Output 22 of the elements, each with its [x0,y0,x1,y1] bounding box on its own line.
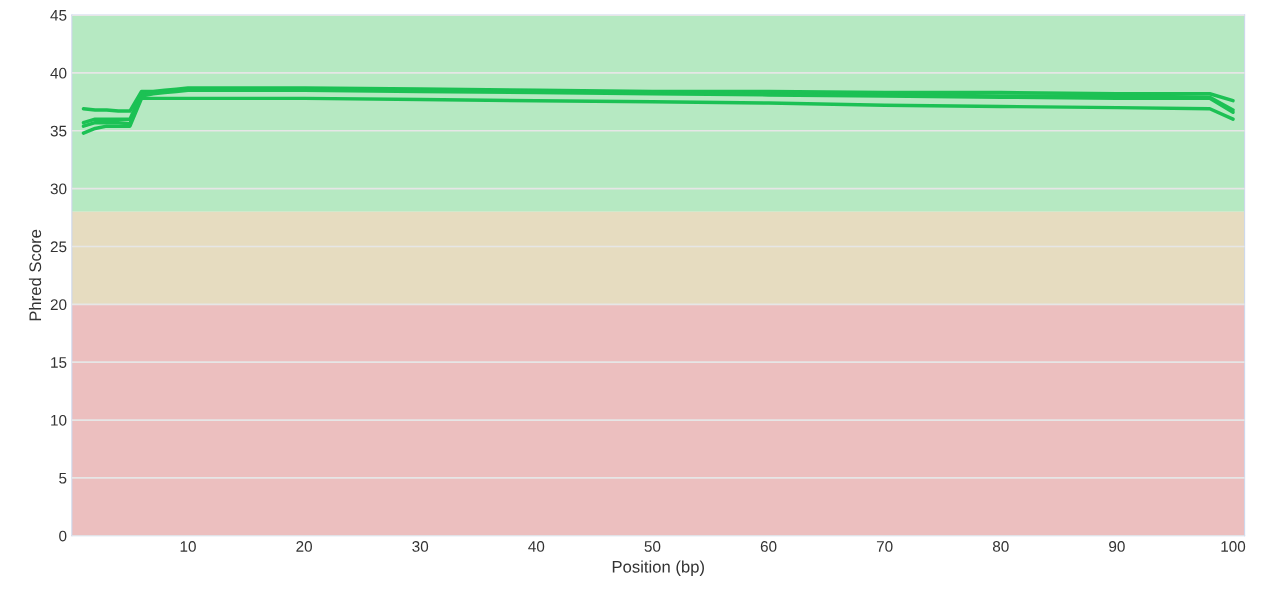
y-tick-label: 35 [50,125,67,137]
y-tick-label: 5 [59,472,67,484]
y-tick-label: 0 [59,530,67,542]
x-tick-label: 100 [1221,541,1246,552]
y-tick-label: 20 [50,299,67,311]
y-tick-label: 10 [51,414,67,426]
x-tick-label: 60 [760,541,777,552]
y-tick-label: 25 [50,241,67,253]
x-tick-label: 20 [296,541,312,552]
y-tick-label: 30 [50,183,67,195]
x-axis-title: Position (bp) [612,560,704,576]
x-tick-label: 10 [180,541,196,552]
y-tick-label: 15 [51,357,67,368]
y-tick-label: 45 [50,10,67,21]
x-tick-label: 40 [528,541,545,552]
x-tick-label: 30 [412,541,429,552]
x-tick-label: 90 [1109,541,1125,552]
x-tick-label: 70 [876,541,893,552]
x-tick-label: 50 [644,541,661,552]
x-tick-label: 80 [992,541,1009,552]
y-tick-label: 40 [50,67,67,79]
y-axis-title: Phred Score [28,229,42,321]
